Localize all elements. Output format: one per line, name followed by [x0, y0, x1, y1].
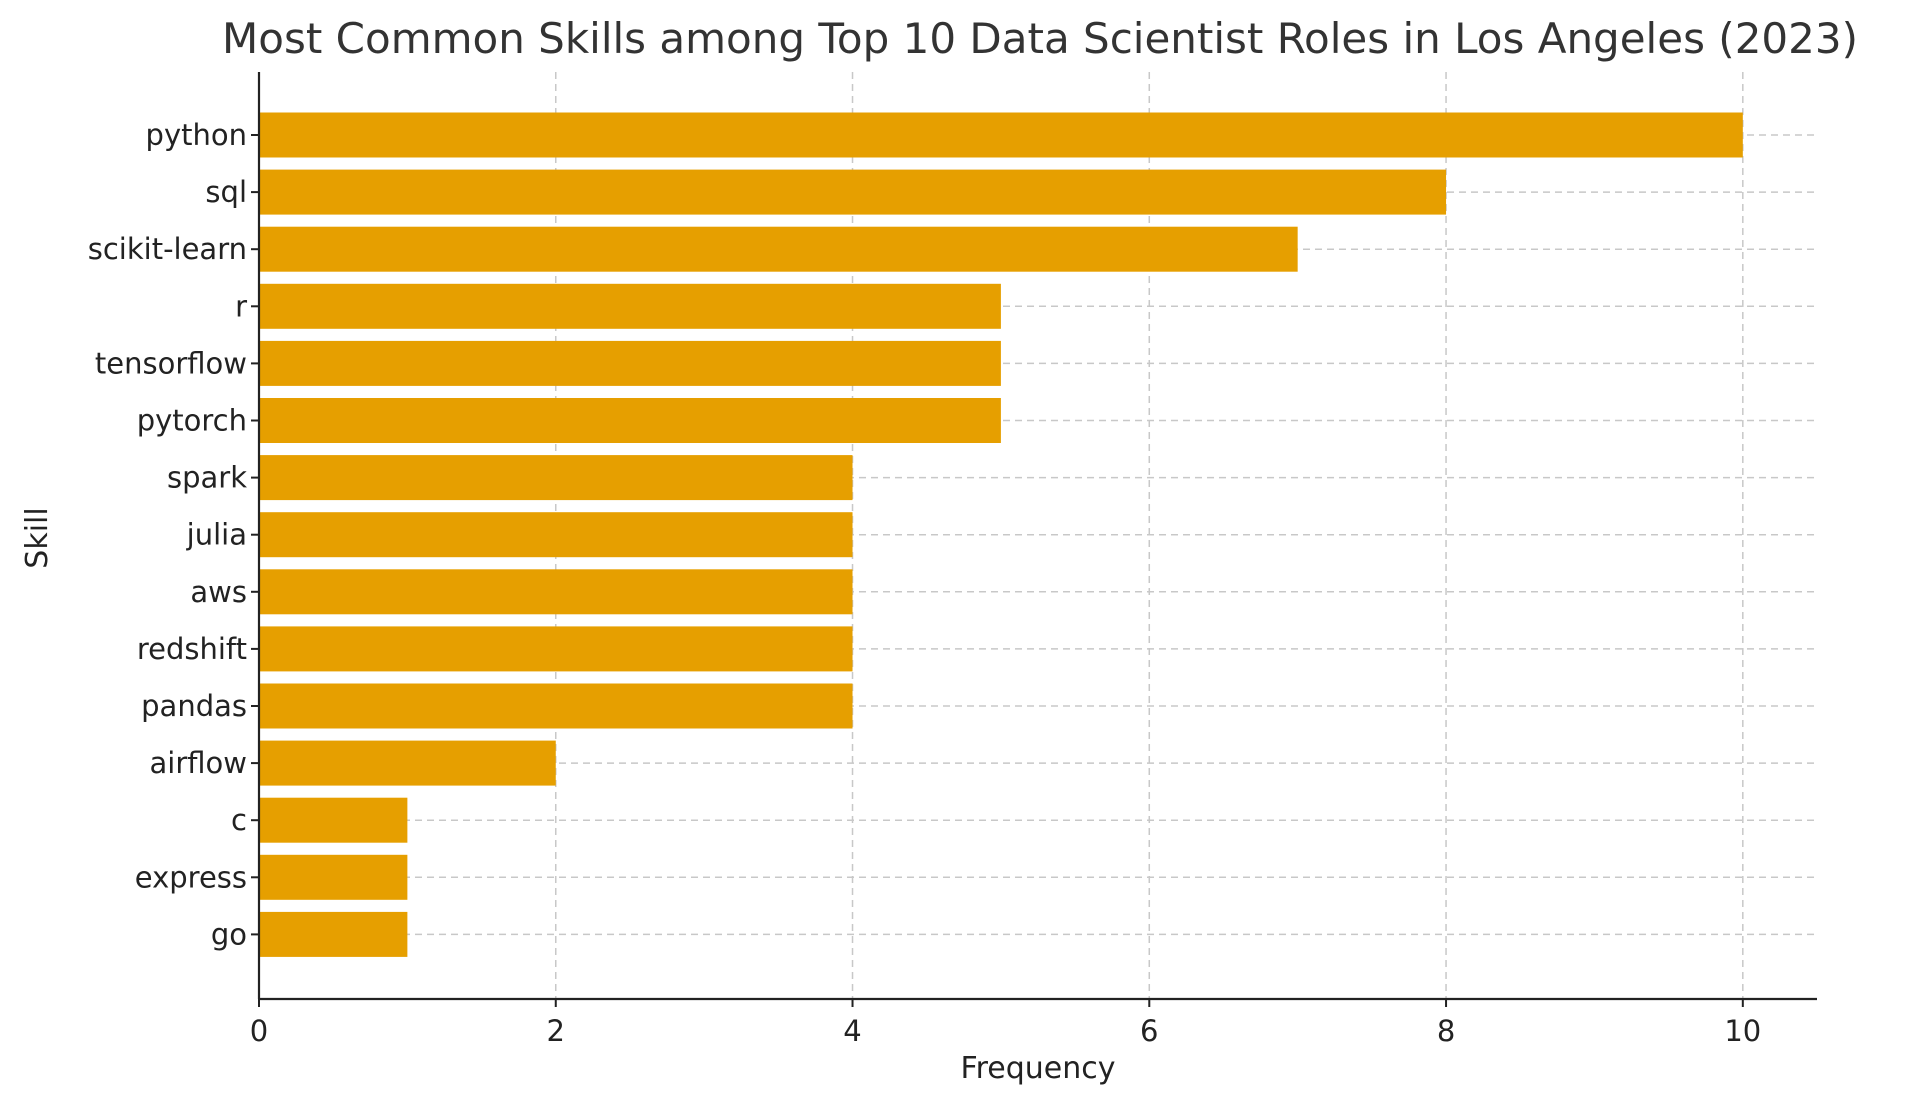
x-tick-label: 0: [250, 1014, 268, 1048]
bar-julia: [259, 512, 853, 558]
bar-aws: [259, 569, 853, 615]
bar-scikit-learn: [259, 226, 1298, 272]
y-tick-label-sql: sql: [205, 175, 247, 209]
x-tick-label: 6: [1140, 1014, 1158, 1048]
bar-layer: [259, 112, 1743, 957]
chart-title: Most Common Skills among Top 10 Data Sci…: [222, 14, 1858, 63]
bar-tensorflow: [259, 340, 1001, 386]
x-axis-label: Frequency: [961, 1051, 1116, 1086]
y-axis-label: Skill: [20, 507, 55, 568]
y-tick-label-pytorch: pytorch: [137, 404, 247, 438]
y-tick-label-c: c: [231, 803, 247, 837]
bar-redshift: [259, 626, 853, 672]
bar-pytorch: [259, 398, 1001, 443]
y-tick-label-scikit-learn: scikit-learn: [88, 232, 247, 266]
bar-sql: [259, 169, 1447, 215]
bar-c: [259, 797, 408, 843]
y-tick-label-airflow: airflow: [150, 746, 247, 780]
y-tick-label-aws: aws: [190, 575, 247, 609]
tick-layer: 0 2 4 6 8 10 python sql scikit-learn r tensorflow p…: [88, 118, 1762, 1048]
bar-go: [259, 911, 408, 957]
bar-pandas: [259, 683, 853, 729]
y-tick-label-r: r: [235, 289, 247, 323]
bar-express: [259, 854, 408, 900]
x-tick-label: 10: [1724, 1014, 1761, 1048]
x-tick-label: 8: [1437, 1014, 1455, 1048]
y-tick-label-express: express: [135, 860, 247, 894]
y-tick-label-pandas: pandas: [141, 689, 247, 723]
y-tick-label-redshift: redshift: [137, 632, 247, 666]
bar-r: [259, 283, 1001, 329]
bar-airflow: [259, 740, 556, 786]
y-tick-label-julia: julia: [186, 518, 247, 552]
y-tick-label-go: go: [211, 917, 247, 951]
grid-layer: [259, 72, 1817, 999]
bar-spark: [259, 455, 853, 501]
y-tick-label-spark: spark: [167, 461, 247, 495]
bar-python: [259, 112, 1743, 158]
x-tick-label: 2: [547, 1014, 565, 1048]
x-tick-label: 4: [843, 1014, 861, 1048]
y-tick-label-tensorflow: tensorflow: [95, 346, 247, 380]
y-tick-label-python: python: [146, 118, 247, 152]
